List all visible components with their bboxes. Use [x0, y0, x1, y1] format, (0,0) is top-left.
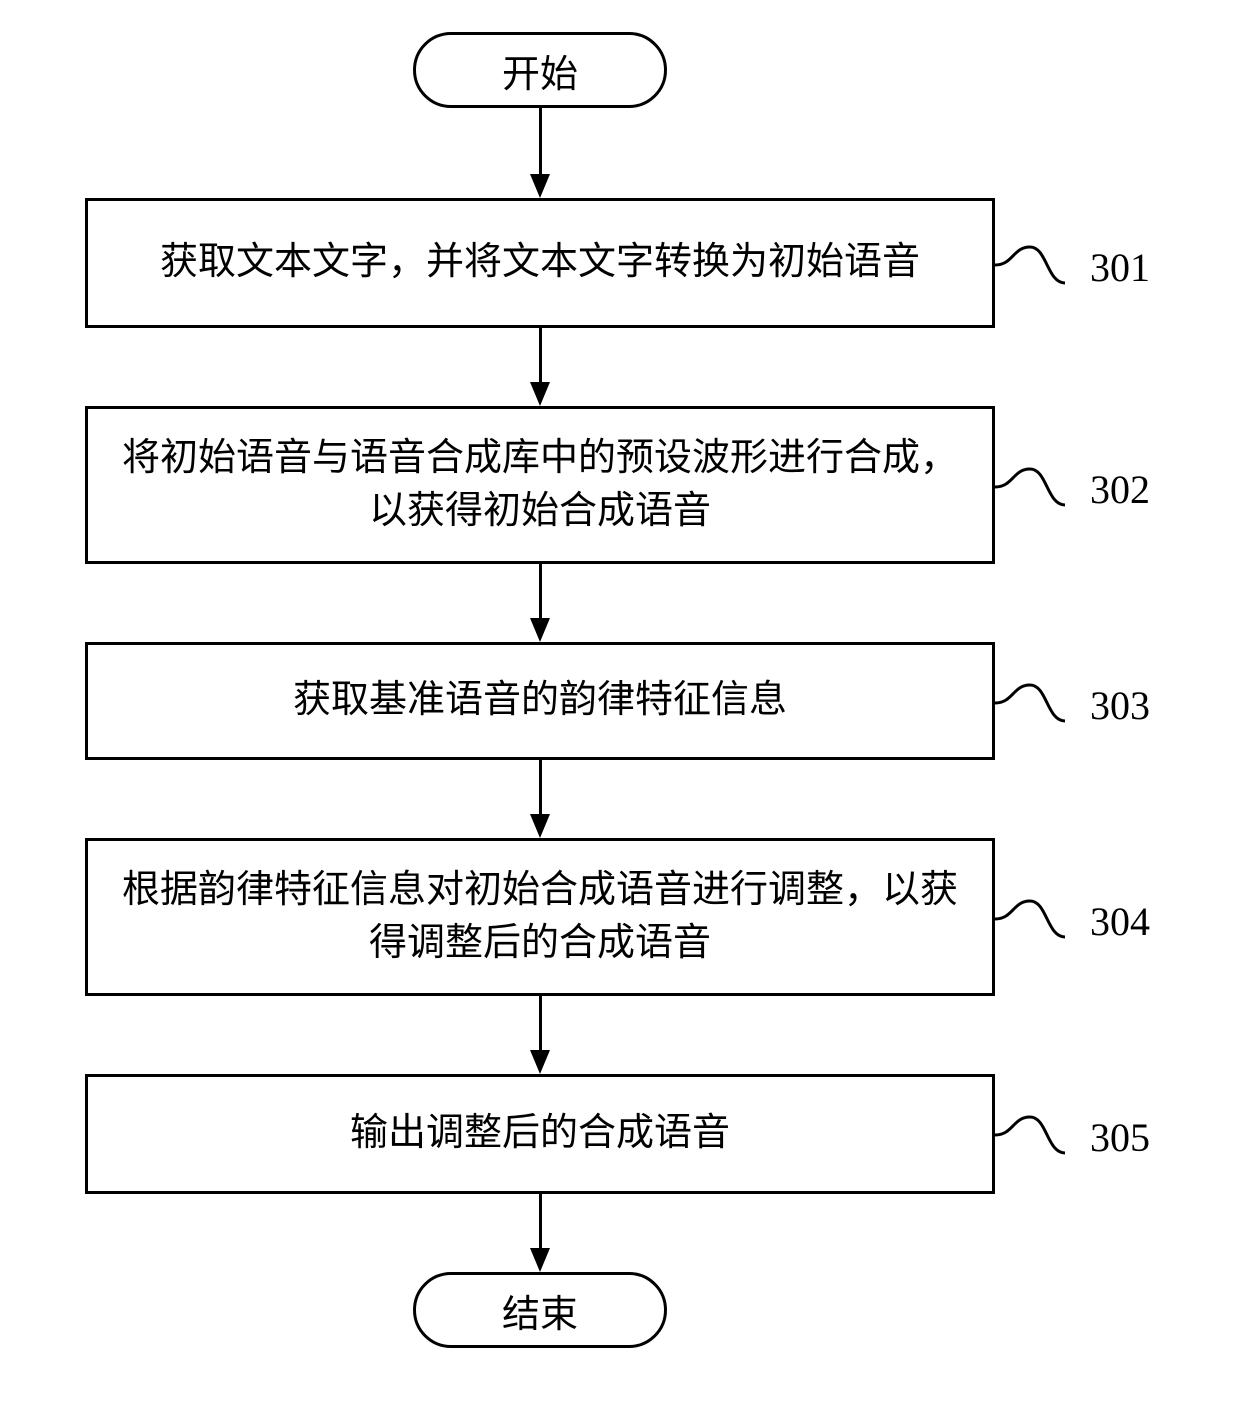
arrow-5	[539, 996, 542, 1050]
process-302-text: 将初始语音与语音合成库中的预设波形进行合成， 以获得初始合成语音	[122, 432, 958, 538]
arrow-3-head	[530, 618, 550, 642]
leader-305	[995, 1115, 1065, 1155]
arrow-1-head	[530, 174, 550, 198]
process-305-text: 输出调整后的合成语音	[350, 1107, 730, 1160]
leader-301	[995, 245, 1065, 285]
arrow-2	[539, 328, 542, 382]
label-301: 301	[1090, 244, 1150, 291]
arrow-2-head	[530, 382, 550, 406]
label-304: 304	[1090, 898, 1150, 945]
arrow-6-head	[530, 1248, 550, 1272]
arrow-4-head	[530, 814, 550, 838]
end-text: 结束	[502, 1283, 578, 1338]
flowchart-canvas: 开始 获取文本文字，并将文本文字转换为初始语音 将初始语音与语音合成库中的预设波…	[0, 0, 1240, 1417]
end-terminator: 结束	[413, 1272, 667, 1348]
arrow-5-head	[530, 1050, 550, 1074]
label-303: 303	[1090, 682, 1150, 729]
leader-303	[995, 683, 1065, 723]
start-text: 开始	[502, 43, 578, 98]
process-304-text: 根据韵律特征信息对初始合成语音进行调整，以获 得调整后的合成语音	[122, 864, 958, 970]
label-302: 302	[1090, 466, 1150, 513]
arrow-6	[539, 1194, 542, 1248]
leader-304	[995, 899, 1065, 939]
process-303: 获取基准语音的韵律特征信息	[85, 642, 995, 760]
leader-302	[995, 467, 1065, 507]
process-304: 根据韵律特征信息对初始合成语音进行调整，以获 得调整后的合成语音	[85, 838, 995, 996]
arrow-1	[539, 108, 542, 174]
process-305: 输出调整后的合成语音	[85, 1074, 995, 1194]
process-303-text: 获取基准语音的韵律特征信息	[293, 674, 787, 727]
label-305: 305	[1090, 1114, 1150, 1161]
process-301: 获取文本文字，并将文本文字转换为初始语音	[85, 198, 995, 328]
arrow-3	[539, 564, 542, 618]
arrow-4	[539, 760, 542, 814]
process-301-text: 获取文本文字，并将文本文字转换为初始语音	[160, 236, 920, 289]
process-302: 将初始语音与语音合成库中的预设波形进行合成， 以获得初始合成语音	[85, 406, 995, 564]
start-terminator: 开始	[413, 32, 667, 108]
